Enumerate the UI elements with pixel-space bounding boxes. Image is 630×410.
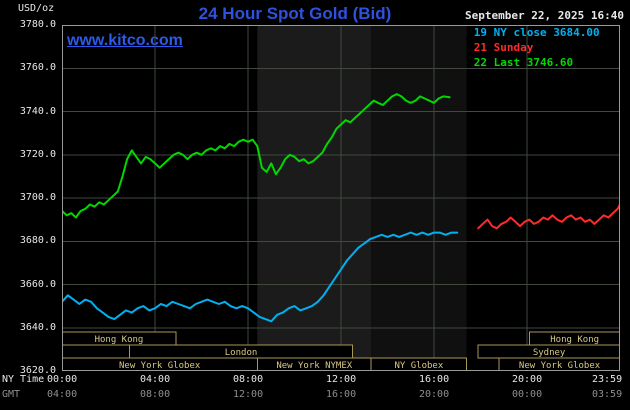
gold-price-chart: Hong Kong Hong Kong London Sydney New York G…: [62, 25, 620, 371]
y-axis-unit-label: USD/oz: [18, 3, 55, 14]
market-session-label: London: [225, 348, 258, 358]
price-line-sep-21-sunday: [477, 203, 620, 230]
x-tick-label-ny: 12:00: [326, 374, 357, 385]
x-tick-label-gmt: 16:00: [326, 389, 357, 400]
x-tick-label-gmt: 03:59: [592, 389, 623, 400]
chart-title: 24 Hour Spot Gold (Bid): [198, 4, 392, 23]
price-line-sep-19-ny-close-3684-00: [62, 231, 459, 323]
y-tick-label: 3700.0: [19, 192, 56, 203]
legend-sep19-ny-close: - Sep 19 NY close 3684.00: [434, 26, 600, 39]
x-tick-label-ny: 04:00: [140, 374, 171, 385]
market-session-label: Hong Kong: [95, 335, 144, 345]
market-session-label: New York NYMEX: [276, 361, 352, 371]
market-session-label: NY Globex: [394, 361, 443, 371]
y-tick-label: 3780.0: [19, 19, 56, 30]
kitco-watermark-link[interactable]: www.kitco.com: [67, 32, 183, 49]
x-tick-label-gmt: 12:00: [233, 389, 264, 400]
x-axis-row-label-ny-time: NY Time: [2, 374, 45, 385]
market-session-label: New York Globex: [519, 361, 601, 371]
chart-plot-area: Hong Kong Hong Kong London Sydney New York G…: [62, 25, 620, 371]
y-tick-label: 3640.0: [19, 321, 56, 333]
market-session-box: [62, 331, 177, 346]
x-tick-label-ny: 20:00: [512, 374, 543, 385]
y-tick-label: 3720.0: [19, 148, 56, 160]
price-line-sep-22-last-3746-60: [62, 93, 451, 219]
date-time-label: September 22, 2025 16:40: [465, 9, 624, 22]
y-tick-label: 3760.0: [19, 62, 56, 74]
market-session-label: Hong Kong: [550, 335, 599, 345]
y-tick-label: 3680.0: [19, 235, 56, 247]
market-session-box: [498, 357, 620, 371]
x-tick-label-gmt: 08:00: [140, 389, 171, 400]
x-tick-label-ny: 23:59: [592, 374, 623, 385]
x-tick-label-gmt: 00:00: [512, 389, 543, 400]
market-session-label: New York Globex: [119, 361, 201, 371]
market-session-box: [370, 357, 468, 371]
y-tick-label: 3620.0: [19, 365, 56, 376]
x-tick-label-gmt: 20:00: [419, 389, 450, 400]
x-tick-label-ny: 16:00: [419, 374, 450, 385]
x-tick-label-gmt: 04:00: [47, 389, 78, 400]
x-tick-label-ny: 00:00: [47, 374, 78, 385]
x-tick-label-ny: 08:00: [233, 374, 264, 385]
y-tick-label: 3740.0: [19, 105, 56, 117]
plot-border: [62, 25, 620, 371]
x-axis-row-label-gmt: GMT: [2, 389, 21, 400]
y-tick-label: 3660.0: [19, 278, 56, 290]
legend-sep22-last: - Sep 22 Last 3746.60: [434, 56, 574, 69]
market-session-label: Sydney: [533, 348, 566, 358]
